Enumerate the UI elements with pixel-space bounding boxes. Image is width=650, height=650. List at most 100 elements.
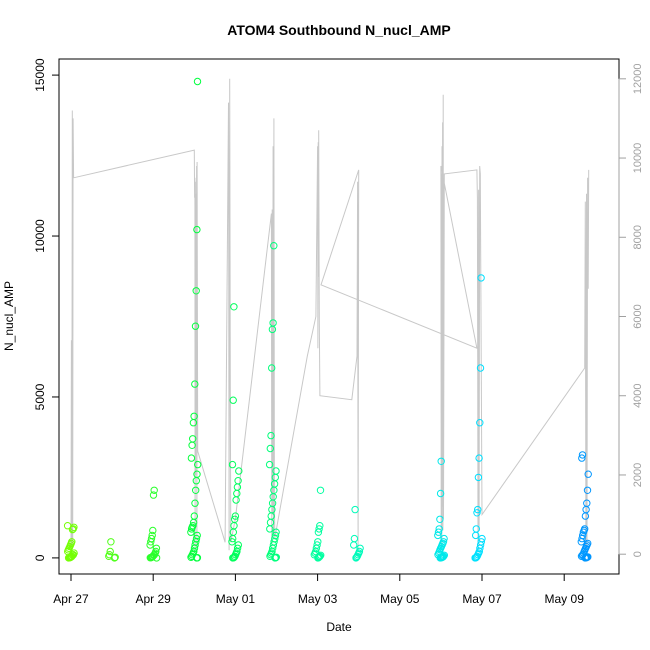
data-point: [229, 534, 237, 543]
data-point: [192, 287, 200, 295]
data-point: [270, 242, 278, 250]
y-tick-label: 15000: [33, 58, 47, 92]
right-y-tick-label: 6000: [632, 304, 644, 328]
data-point: [64, 554, 73, 562]
data-point: [434, 528, 443, 536]
chart-title: ATOM4 Southbound N_nucl_AMP: [227, 22, 450, 38]
data-point: [149, 526, 157, 535]
data-point: [228, 538, 236, 546]
data-point: [436, 515, 444, 523]
data-point: [471, 554, 479, 562]
x-tick-label: May 09: [545, 592, 585, 606]
data-point: [150, 486, 158, 494]
data-point: [316, 486, 325, 494]
data-point: [267, 431, 275, 440]
data-point: [316, 552, 324, 560]
data-point: [314, 554, 322, 562]
y-tick-label: 10000: [33, 219, 47, 253]
data-point: [228, 460, 237, 469]
data-point: [229, 554, 237, 562]
data-point: [152, 544, 161, 552]
data-point: [352, 554, 360, 562]
data-point: [437, 457, 445, 465]
data-point: [193, 554, 201, 562]
y-axis-label: N_nucl_AMP: [2, 281, 16, 351]
data-point: [187, 525, 196, 533]
data-point: [440, 534, 448, 543]
right-y-tick-label: 10000: [632, 143, 644, 174]
right-y-tick-label: 12000: [632, 64, 644, 95]
left-axis-series: [63, 77, 592, 562]
data-point: [147, 538, 155, 546]
data-point: [111, 553, 119, 561]
data-point: [269, 544, 277, 552]
x-tick-label: Apr 27: [53, 592, 89, 606]
data-point: [578, 451, 587, 459]
plot-frame: [58, 58, 620, 575]
data-point: [436, 554, 444, 562]
x-tick-label: May 03: [298, 592, 338, 606]
x-tick-label: May 07: [462, 592, 502, 606]
data-point: [110, 554, 119, 562]
data-point: [266, 525, 274, 533]
data-point: [190, 544, 199, 552]
data-point: [356, 544, 364, 552]
data-point: [146, 541, 154, 549]
data-point: [191, 322, 200, 330]
data-point: [235, 467, 243, 475]
data-point: [581, 554, 589, 562]
data-point: [188, 441, 196, 449]
x-tick-label: May 01: [216, 592, 256, 606]
data-point: [314, 528, 323, 536]
y-axis: 0 5000 10000 15000: [33, 58, 60, 561]
data-point: [107, 538, 115, 546]
right-y-tick-label: 4000: [632, 383, 644, 407]
data-point: [231, 552, 239, 560]
right-y-tick-label: 8000: [632, 225, 644, 249]
right-y-axis: 0 2000 4000 6000 8000 10000 12000: [618, 64, 644, 557]
data-point: [473, 509, 481, 517]
data-point: [191, 499, 199, 507]
x-axis: Apr 27 Apr 29 May 01 May 03 May 05 May 07 May …: [53, 573, 585, 606]
data-point: [187, 528, 195, 536]
data-point: [268, 364, 276, 372]
data-point: [476, 544, 484, 552]
data-point: [189, 419, 198, 427]
data-point: [152, 554, 161, 562]
data-point: [193, 225, 201, 234]
data-point: [233, 544, 242, 552]
data-point: [192, 477, 201, 485]
data-point: [583, 486, 592, 494]
data-point: [472, 531, 480, 540]
data-point: [353, 552, 361, 560]
x-tick-label: Apr 29: [136, 592, 172, 606]
data-point: [315, 553, 323, 561]
data-point: [194, 460, 202, 469]
data-point: [271, 554, 279, 562]
data-point: [475, 454, 483, 462]
data-point: [476, 419, 484, 427]
data-point: [477, 274, 485, 282]
data-point: [578, 454, 586, 462]
data-point: [266, 518, 275, 527]
data-point: [474, 505, 482, 514]
right-y-tick-label: 0: [632, 551, 644, 557]
data-point: [350, 534, 359, 543]
data-point: [472, 525, 480, 533]
data-point: [68, 525, 77, 534]
data-point: [312, 544, 321, 552]
data-point: [191, 380, 199, 388]
data-point: [231, 512, 240, 520]
data-point: [265, 460, 274, 469]
data-point: [69, 525, 77, 533]
data-point: [266, 444, 274, 453]
x-tick-label: May 05: [380, 592, 420, 606]
data-point: [581, 512, 590, 520]
y-tick-label: 0: [33, 554, 47, 561]
x-axis-label: Date: [326, 620, 352, 634]
data-point: [578, 534, 586, 543]
data-point: [189, 518, 198, 527]
series-line: [70, 78, 590, 555]
data-point: [232, 496, 240, 504]
